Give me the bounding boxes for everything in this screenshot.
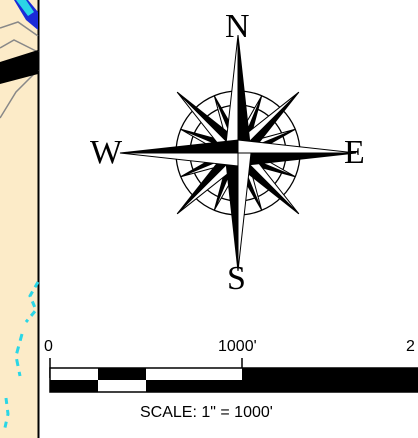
scale-tick-1000: 1000' xyxy=(218,338,257,355)
compass-point-cardinal-dark xyxy=(237,34,252,154)
compass-point-cardinal-dark xyxy=(224,152,239,272)
scale-tick-0: 0 xyxy=(44,338,53,355)
scale-bar: 0 1000' 2 SCALE: 1" = 1000' xyxy=(40,330,418,438)
compass-point-cardinal-dark xyxy=(237,152,357,167)
scale-bar-graphic xyxy=(49,358,418,393)
compass-point-cardinal-dark xyxy=(119,139,239,154)
east-label: E xyxy=(344,134,365,171)
south-label: S xyxy=(227,260,246,297)
compass-point-cardinal-light xyxy=(119,152,239,167)
compass-point-cardinal-light xyxy=(237,139,357,154)
scale-caption: SCALE: 1" = 1000' xyxy=(140,404,273,421)
compass-rose-graphic xyxy=(119,34,357,272)
west-label: W xyxy=(90,134,123,171)
scale-tick-2: 2 xyxy=(406,338,415,355)
map-strip-graphic xyxy=(0,0,40,438)
compass-point-cardinal-light xyxy=(237,152,252,272)
compass-rose: N S E W xyxy=(80,0,400,310)
compass-point-cardinal-light xyxy=(224,34,239,154)
north-label: N xyxy=(225,8,250,45)
map-strip xyxy=(0,0,40,438)
